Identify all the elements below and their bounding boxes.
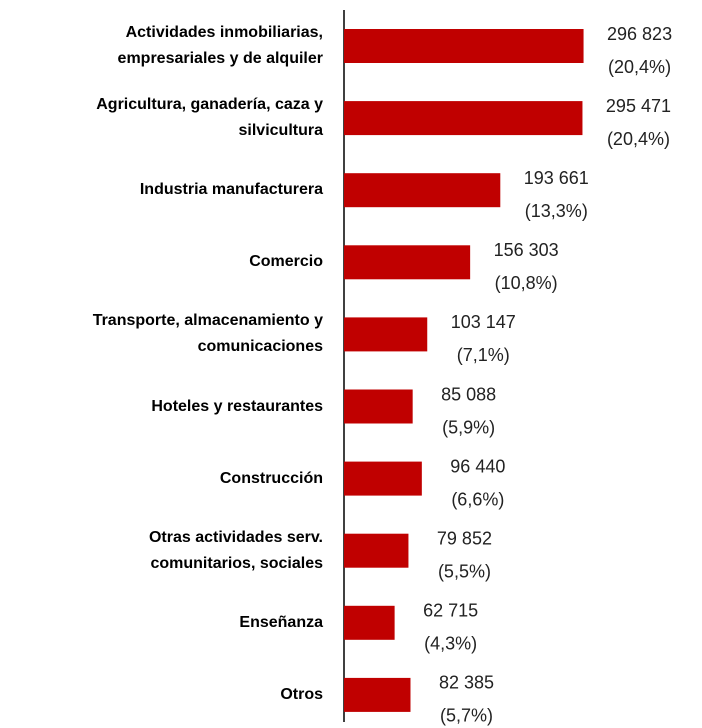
value-label: 193 661 [524, 168, 589, 188]
category-label: Construcción [219, 469, 323, 487]
category-label: Enseñanza [239, 613, 323, 631]
bar [344, 461, 422, 496]
category-label: Transporte, almacenamiento y comunicacio… [92, 312, 323, 356]
category-label: Industria manufacturera [139, 181, 323, 199]
category-label: Otros [280, 685, 323, 703]
category-label: Comercio [249, 253, 323, 271]
share-label: (10,8%) [495, 273, 558, 293]
bar [344, 29, 584, 63]
bar [344, 101, 583, 136]
value-label: 96 440 [450, 456, 505, 476]
value-label: 85 088 [441, 384, 496, 404]
share-label: (5,7%) [440, 706, 493, 726]
category-label: Hoteles y restaurantes [151, 397, 323, 415]
bar [344, 173, 501, 208]
category-label: Actividades inmobiliarias, empresariales… [117, 24, 323, 67]
value-label: 62 715 [423, 601, 478, 621]
category-label: Otras actividades serv. comunitarios, so… [148, 528, 323, 572]
value-label: 296 823 [607, 24, 672, 44]
value-label: 295 471 [606, 96, 671, 116]
category-label: Agricultura, ganadería, caza y silvicult… [96, 96, 323, 140]
share-label: (6,6%) [451, 489, 504, 509]
value-label: 103 147 [451, 312, 516, 332]
share-label: (20,4%) [607, 129, 670, 149]
share-label: (20,4%) [608, 57, 671, 77]
value-label: 156 303 [494, 240, 559, 260]
value-label: 82 385 [439, 673, 494, 693]
value-label: 79 852 [437, 528, 492, 548]
share-label: (7,1%) [457, 345, 510, 365]
bar [344, 677, 411, 712]
share-label: (13,3%) [525, 201, 588, 221]
bar [344, 389, 413, 424]
bar [344, 533, 409, 568]
bar [344, 245, 471, 280]
bar [344, 605, 395, 640]
bar [344, 317, 428, 352]
share-label: (4,3%) [424, 634, 477, 654]
share-label: (5,9%) [442, 417, 495, 437]
share-label: (5,5%) [438, 561, 491, 581]
